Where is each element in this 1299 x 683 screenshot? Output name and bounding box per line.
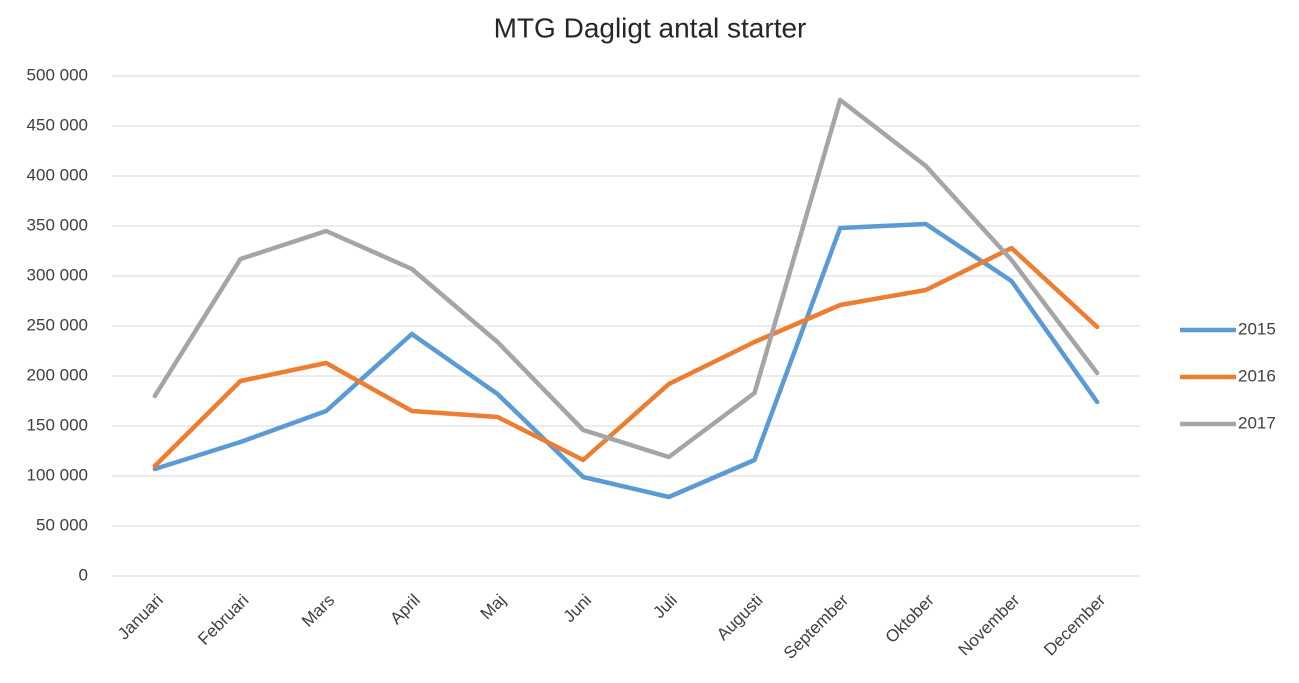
y-tick-label: 450 000: [27, 115, 88, 134]
y-tick-label: 400 000: [27, 165, 88, 184]
x-tick-label: December: [1040, 590, 1109, 659]
y-tick-label: 200 000: [27, 365, 88, 384]
series-line: [152, 245, 1100, 469]
x-tick-label: April: [386, 591, 423, 628]
x-tick-label: Juli: [649, 591, 680, 622]
x-tick-label: Maj: [477, 591, 510, 624]
x-tick-label: Oktober: [882, 590, 938, 646]
y-tick-label: 100 000: [27, 465, 88, 484]
y-tick-label: 50 000: [36, 515, 88, 534]
x-tick-label: Juni: [560, 591, 595, 626]
series-line: [152, 97, 1100, 460]
x-tick-label: September: [780, 590, 852, 662]
x-tick-label: November: [955, 590, 1024, 659]
y-tick-label: 250 000: [27, 315, 88, 334]
y-tick-label: 150 000: [27, 415, 88, 434]
chart-title: MTG Dagligt antal starter: [494, 12, 807, 43]
legend-label: 2015: [1238, 319, 1276, 338]
x-tick-label: Februari: [194, 591, 252, 649]
y-tick-label: 500 000: [27, 65, 88, 84]
x-tick-label: Augusti: [713, 591, 767, 645]
legend-label: 2016: [1238, 366, 1276, 385]
series-line: [152, 221, 1100, 500]
legend-label: 2017: [1238, 413, 1276, 432]
y-tick-label: 300 000: [27, 265, 88, 284]
x-tick-label: Januari: [114, 591, 167, 644]
y-tick-label: 0: [79, 565, 88, 584]
y-tick-label: 350 000: [27, 215, 88, 234]
x-tick-label: Mars: [298, 591, 338, 631]
